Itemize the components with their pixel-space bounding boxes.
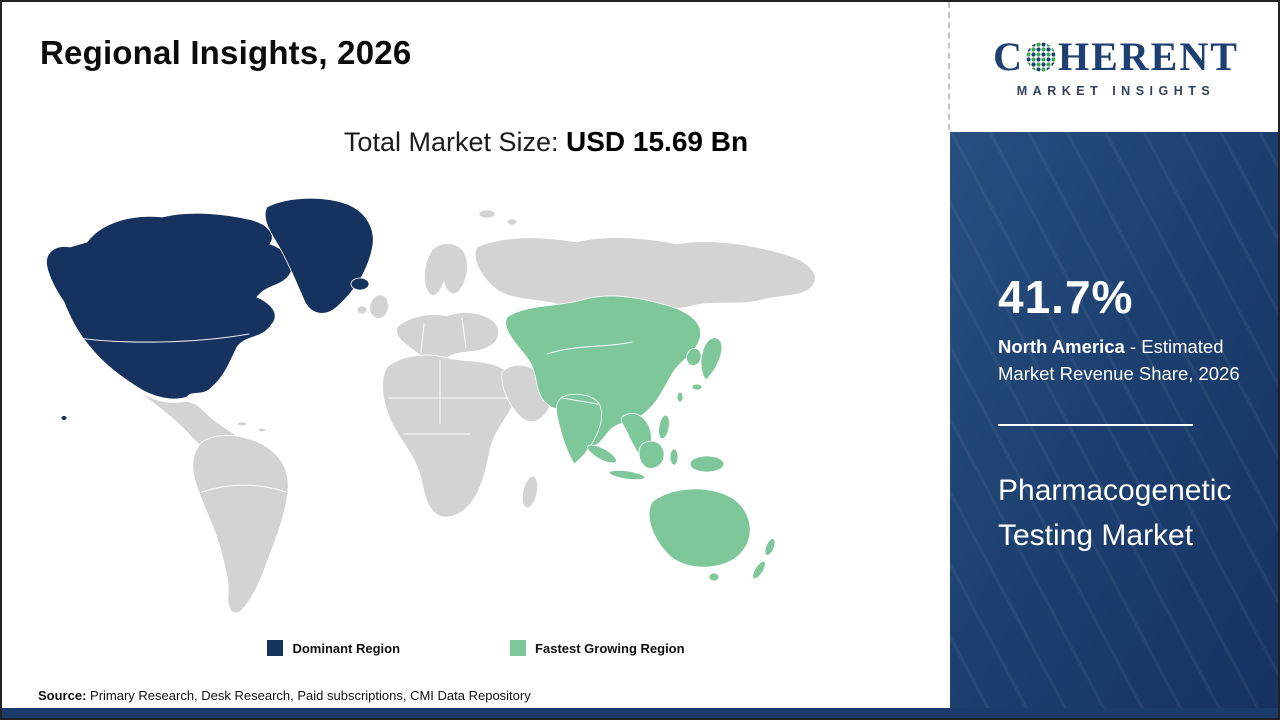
bottom-accent-bar — [2, 708, 1278, 718]
dominant-region-label: Dominant Region — [292, 640, 401, 656]
region-north-america — [46, 197, 374, 421]
market-share-description: North America - Estimated Market Revenue… — [998, 334, 1248, 388]
page-title: Regional Insights, 2026 — [40, 34, 412, 71]
source-label: Source: — [38, 688, 87, 703]
sidebar-divider — [998, 423, 1193, 426]
fastest-growing-region-label: Fastest Growing Region — [535, 640, 685, 656]
company-logo: C HERENT MARKET INSIGHTS — [950, 2, 1278, 132]
market-size-value: USD 15.69 Bn — [566, 126, 749, 157]
dotted-o-logo-icon — [1026, 42, 1056, 71]
region-rest-of-world — [136, 209, 816, 614]
dashed-separator — [948, 2, 950, 130]
brand-letters-rest: HERENT — [1057, 33, 1239, 79]
market-share-value: 41.7% — [998, 271, 1134, 323]
country-borders — [77, 317, 633, 493]
market-size-label: Total Market Size: — [343, 127, 566, 157]
dominant-region-name: North America — [998, 336, 1125, 357]
legend-item-dominant: Dominant Region — [267, 640, 400, 656]
highlight-sidebar: 41.7% North America - Estimated Market R… — [950, 132, 1278, 712]
region-asia-pacific — [505, 295, 776, 582]
map-legend: Dominant Region Fastest Growing Region — [2, 640, 950, 656]
brand-tagline: MARKET INSIGHTS — [1016, 83, 1216, 98]
world-map-chart — [46, 197, 816, 614]
share-description-text: - Estimated Market Revenue Share, 2026 — [998, 336, 1240, 384]
source-text: Primary Research, Desk Research, Paid su… — [86, 688, 531, 703]
total-market-size: Total Market Size: USD 15.69 Bn — [2, 126, 950, 158]
source-line: Source: Primary Research, Desk Research,… — [38, 688, 531, 703]
brand-wordmark: C HERENT — [993, 33, 1239, 79]
fastest-growing-region-swatch — [510, 640, 527, 656]
legend-item-growing: Fastest Growing Region — [510, 640, 685, 656]
market-name: Pharmacogenetic Testing Market — [998, 473, 1232, 552]
dominant-region-swatch — [267, 640, 284, 656]
brand-letter-c: C — [993, 33, 1024, 79]
